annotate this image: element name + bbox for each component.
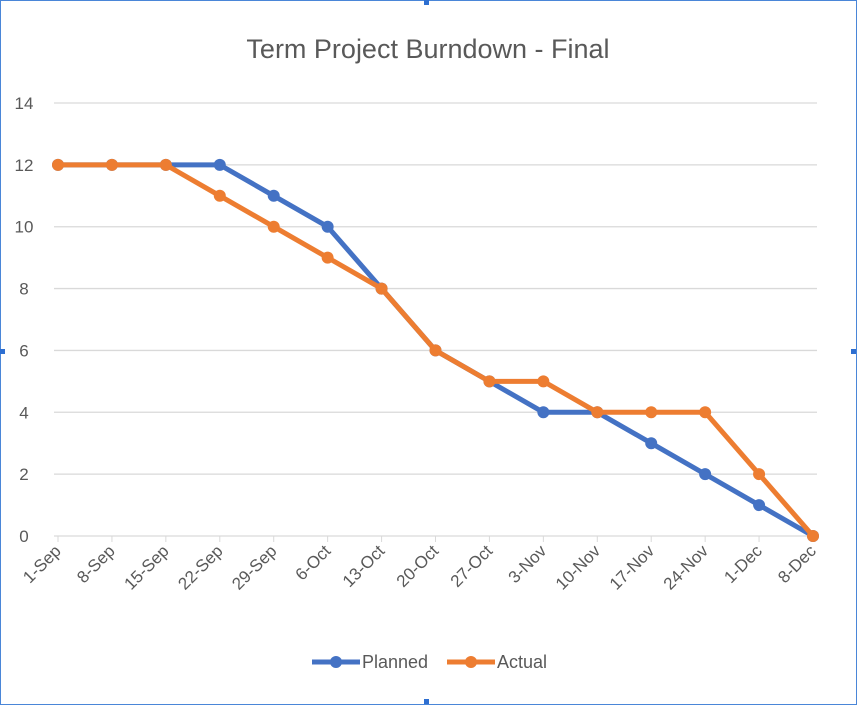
legend-item-planned: Planned bbox=[312, 652, 428, 672]
x-tick-label: 20-Oct bbox=[393, 541, 443, 591]
x-tick-label: 27-Oct bbox=[447, 541, 497, 591]
data-point-actual bbox=[483, 375, 496, 388]
series-actual bbox=[52, 158, 819, 542]
x-tick-label: 22-Sep bbox=[174, 541, 226, 593]
legend-label: Actual bbox=[497, 652, 547, 672]
chart-title: Term Project Burndown - Final bbox=[246, 34, 609, 64]
data-point-actual bbox=[267, 220, 280, 233]
legend: Planned Actual bbox=[312, 652, 547, 672]
data-point-actual bbox=[753, 468, 766, 481]
x-tick-label: 1-Dec bbox=[720, 541, 766, 587]
x-tick-label: 10-Nov bbox=[552, 541, 605, 594]
series-group bbox=[52, 158, 819, 542]
legend-swatch-marker bbox=[330, 656, 342, 668]
resize-handle-bottom[interactable] bbox=[424, 699, 429, 704]
x-tick-label: 15-Sep bbox=[120, 541, 172, 593]
x-tick-label: 24-Nov bbox=[660, 541, 713, 594]
legend-swatch-marker bbox=[465, 656, 477, 668]
y-tick-label: 6 bbox=[19, 341, 28, 360]
resize-handle-left[interactable] bbox=[0, 349, 5, 354]
data-point-planned bbox=[537, 406, 550, 419]
data-point-actual bbox=[537, 375, 550, 388]
x-tick-label: 29-Sep bbox=[228, 541, 280, 593]
x-tick-label: 17-Nov bbox=[606, 541, 659, 594]
x-tick-label: 6-Oct bbox=[292, 541, 335, 584]
data-point-actual bbox=[699, 406, 712, 419]
data-point-planned bbox=[753, 499, 766, 512]
data-point-actual bbox=[105, 158, 118, 171]
data-point-actual bbox=[807, 530, 819, 542]
y-tick-label: 4 bbox=[19, 403, 28, 422]
data-point-planned bbox=[645, 437, 658, 450]
x-tick-label: 3-Nov bbox=[505, 541, 551, 587]
resize-handle-top[interactable] bbox=[424, 0, 429, 5]
y-tick-label: 12 bbox=[15, 156, 34, 175]
x-tick-label: 1-Sep bbox=[19, 541, 65, 587]
data-point-planned bbox=[213, 158, 226, 171]
data-point-actual bbox=[159, 158, 172, 171]
y-tick-label: 10 bbox=[15, 218, 34, 237]
resize-handle-right[interactable] bbox=[851, 349, 856, 354]
data-point-planned bbox=[699, 468, 712, 481]
legend-item-actual: Actual bbox=[447, 652, 547, 672]
y-tick-label: 0 bbox=[19, 527, 28, 546]
x-axis-ticks: 1-Sep 8-Sep 15-Sep 22-Sep 29-Sep 6-Oct 13-Oct 2… bbox=[19, 536, 820, 594]
legend-label: Planned bbox=[362, 652, 428, 672]
y-tick-label: 2 bbox=[19, 465, 28, 484]
data-point-planned bbox=[267, 189, 280, 202]
data-point-actual bbox=[591, 406, 604, 419]
data-point-actual bbox=[375, 282, 388, 295]
data-point-actual bbox=[52, 158, 64, 171]
data-point-actual bbox=[321, 251, 334, 264]
data-point-actual bbox=[645, 406, 658, 419]
data-point-planned bbox=[321, 220, 334, 233]
data-point-actual bbox=[213, 189, 226, 202]
y-tick-label: 14 bbox=[15, 94, 34, 113]
y-tick-label: 8 bbox=[19, 280, 28, 299]
data-point-actual bbox=[429, 344, 442, 357]
y-axis-ticks: 0 2 4 6 8 10 12 14 bbox=[15, 94, 34, 546]
x-tick-label: 8-Sep bbox=[73, 541, 119, 587]
x-tick-label: 13-Oct bbox=[339, 541, 389, 591]
x-tick-label: 8-Dec bbox=[774, 541, 820, 587]
